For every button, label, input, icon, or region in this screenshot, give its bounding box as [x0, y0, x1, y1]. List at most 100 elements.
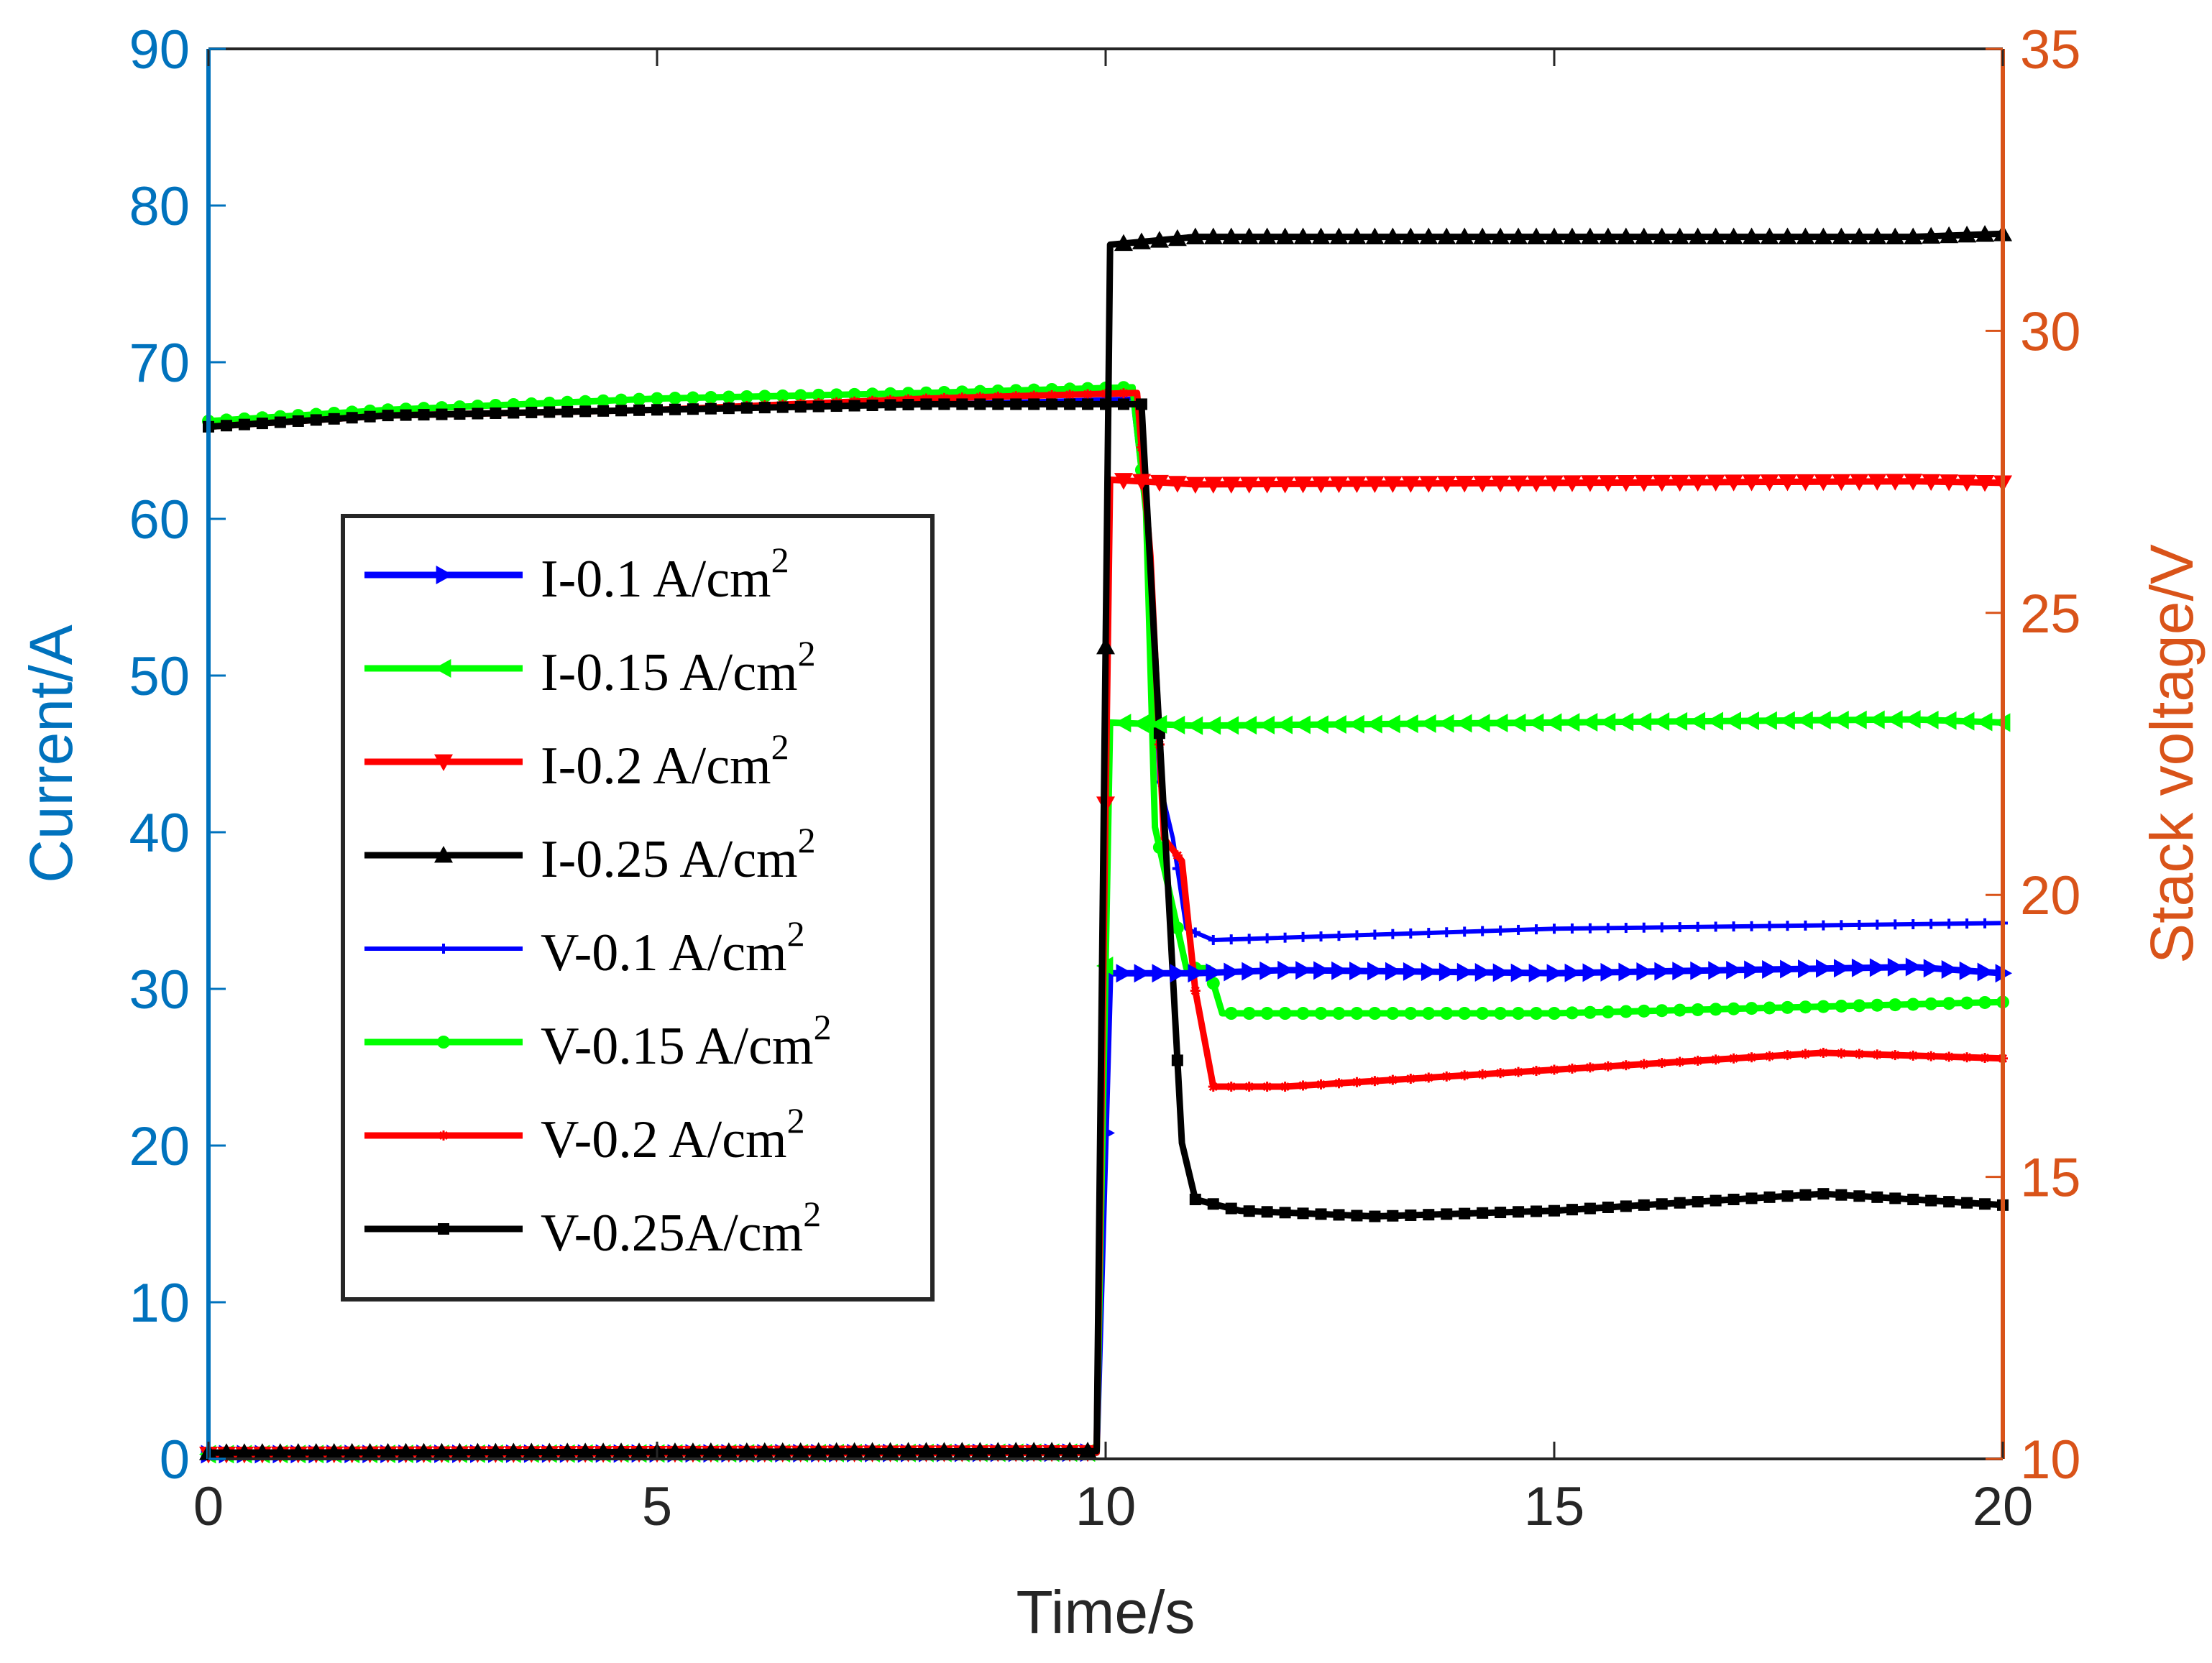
- data-point: [1778, 227, 1797, 244]
- data-point: [306, 1443, 326, 1460]
- legend-label: I-0.15 A/cm2: [541, 633, 816, 702]
- data-point: [1275, 715, 1293, 734]
- data-point: [794, 401, 807, 413]
- data-point: [1760, 711, 1777, 730]
- data-point: [1149, 714, 1167, 734]
- data-point: [1455, 714, 1472, 733]
- data-point: [1922, 710, 1939, 729]
- data-point: [704, 391, 717, 405]
- data-point: [1906, 998, 1920, 1011]
- x-tick-label: 20: [1973, 1476, 2034, 1537]
- data-point: [1602, 1061, 1613, 1072]
- data-point: [1652, 474, 1671, 492]
- data-point: [1975, 475, 1995, 492]
- data-point: [1491, 475, 1510, 493]
- data-point: [1491, 714, 1508, 733]
- data-point: [899, 1442, 918, 1459]
- data-point: [1708, 961, 1725, 980]
- data-point: [1329, 715, 1346, 734]
- data-point: [1365, 227, 1385, 244]
- data-point: [1477, 1069, 1488, 1079]
- data-point: [758, 402, 771, 414]
- data-point: [1116, 964, 1133, 983]
- y2-tick-label: 35: [2020, 19, 2081, 80]
- data-point: [1421, 962, 1438, 982]
- data-point: [346, 412, 358, 424]
- data-point: [812, 400, 825, 413]
- data-point: [468, 1442, 487, 1460]
- data-point: [1548, 1007, 1561, 1021]
- data-point: [1566, 923, 1577, 934]
- data-point: [1584, 923, 1595, 934]
- data-point: [1836, 1048, 1847, 1059]
- data-point: [830, 400, 843, 413]
- data-point: [1546, 964, 1564, 983]
- data-point: [1688, 474, 1707, 492]
- data-point: [1334, 1078, 1344, 1089]
- series-v-0-25a-cm: [203, 398, 2009, 1222]
- data-point: [579, 405, 592, 418]
- data-point: [1513, 1067, 1524, 1077]
- data-point: [1796, 711, 1813, 730]
- data-point: [526, 406, 538, 418]
- data-point: [1351, 1210, 1363, 1222]
- legend-label: V-0.25A/cm2: [541, 1194, 821, 1263]
- data-point: [1851, 958, 1869, 977]
- data-point: [1083, 389, 1093, 400]
- legend-label-superscript: 2: [798, 820, 816, 860]
- data-point: [1638, 1199, 1650, 1211]
- data-point: [1350, 1007, 1364, 1021]
- data-point: [414, 1442, 433, 1460]
- data-point: [1347, 714, 1364, 734]
- data-point: [1114, 714, 1132, 733]
- data-point: [1401, 227, 1421, 244]
- data-point: [1347, 476, 1367, 494]
- data-point: [1333, 1209, 1345, 1221]
- data-point: [1221, 716, 1239, 735]
- data-point: [1886, 227, 1905, 244]
- data-point: [1688, 711, 1706, 731]
- data-point: [1886, 710, 1903, 729]
- data-point: [1850, 474, 1869, 492]
- data-point: [1296, 1007, 1310, 1021]
- data-point: [1562, 475, 1582, 492]
- data-point: [1405, 928, 1416, 939]
- data-point: [1206, 977, 1220, 990]
- legend-label: V-0.15 A/cm2: [541, 1007, 832, 1076]
- y-tick-label: 60: [129, 489, 190, 551]
- data-point: [1926, 1051, 1937, 1061]
- data-point: [1405, 1209, 1417, 1221]
- data-point: [1724, 711, 1741, 731]
- data-point: [1710, 1054, 1721, 1065]
- data-point: [1580, 475, 1600, 492]
- data-point: [1441, 927, 1452, 938]
- data-point: [1293, 227, 1313, 244]
- data-point: [1670, 227, 1689, 244]
- data-point: [1423, 928, 1434, 939]
- data-point: [1278, 1007, 1292, 1021]
- data-point: [1549, 1064, 1559, 1075]
- data-point: [1580, 227, 1600, 244]
- legend-marker: [439, 1130, 449, 1141]
- data-point: [1311, 476, 1331, 494]
- data-point: [848, 400, 861, 412]
- data-point: [917, 1442, 936, 1459]
- legend-label: I-0.25 A/cm2: [541, 820, 816, 889]
- data-point: [1369, 929, 1380, 940]
- data-point: [1257, 476, 1277, 494]
- data-point: [1329, 227, 1349, 244]
- data-point: [1688, 227, 1707, 244]
- data-point: [216, 1443, 236, 1460]
- data-point: [884, 399, 896, 411]
- data-point: [274, 416, 286, 428]
- data-point: [1706, 711, 1724, 731]
- data-point: [1114, 473, 1133, 490]
- data-point: [220, 420, 232, 432]
- data-point: [1602, 1201, 1614, 1213]
- data-point: [1334, 931, 1344, 941]
- data-point: [1419, 227, 1438, 244]
- data-point: [1940, 226, 1959, 244]
- data-point: [1206, 963, 1223, 982]
- data-point: [705, 402, 717, 415]
- data-point: [1257, 227, 1277, 244]
